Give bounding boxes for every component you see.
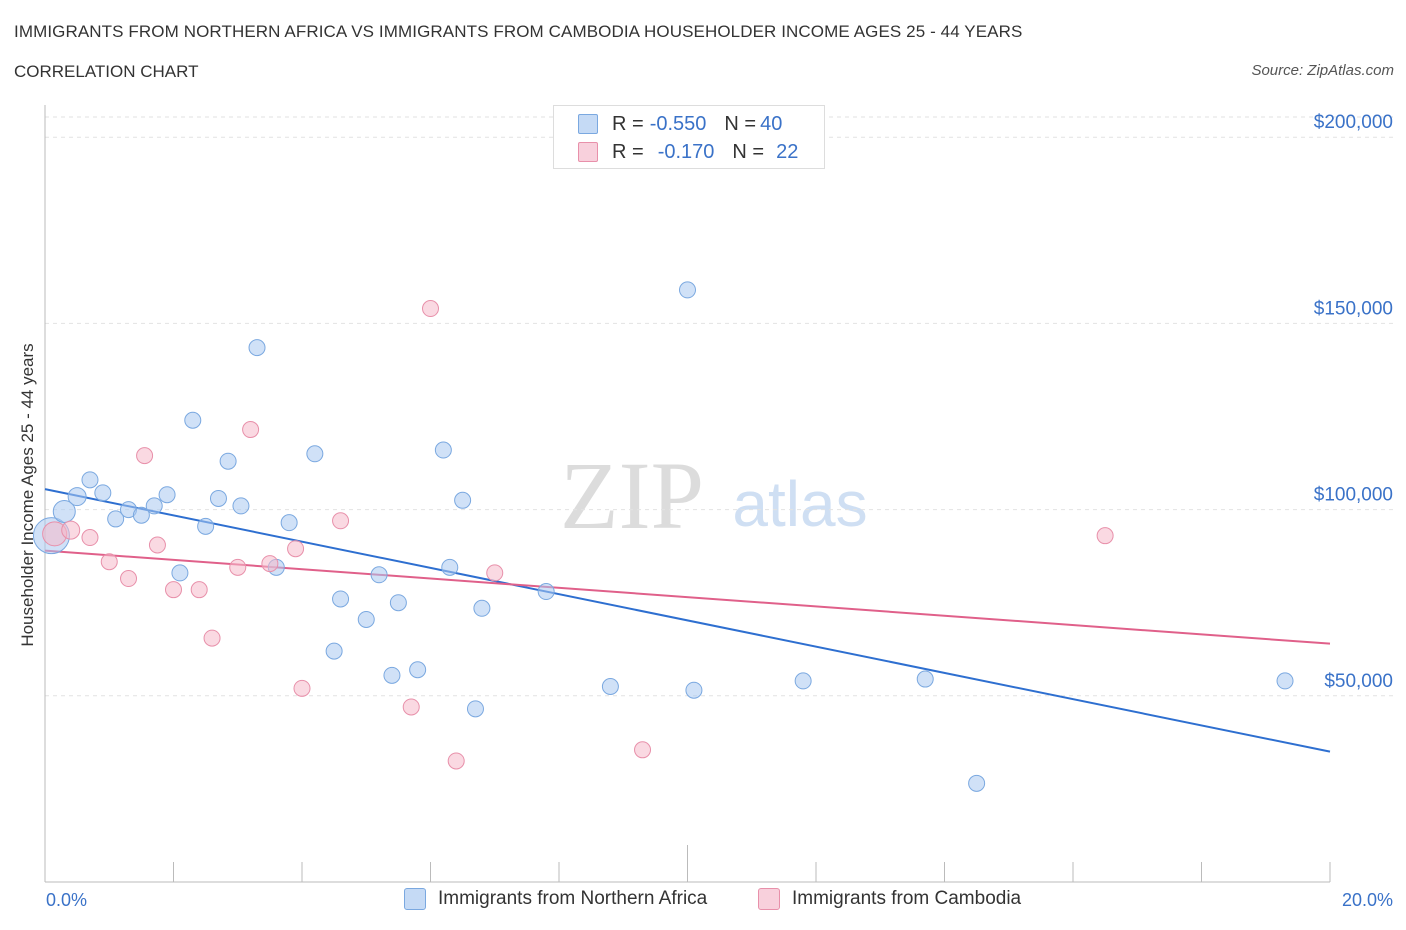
y-tick-label: $150,000 bbox=[1314, 298, 1393, 319]
point-northern-africa bbox=[325, 642, 343, 660]
point-cambodia bbox=[261, 555, 279, 573]
point-northern-africa bbox=[94, 484, 112, 502]
stats-legend: R = -0.550 N = 40 R = -0.170 N = 22 bbox=[553, 105, 825, 169]
legend-row-cambodia: R = -0.170 N = 22 bbox=[578, 139, 798, 165]
point-cambodia bbox=[422, 300, 439, 318]
y-axis-label: Householder Income Ages 25 - 44 years bbox=[18, 343, 37, 647]
point-northern-africa bbox=[466, 700, 484, 718]
point-northern-africa bbox=[107, 510, 125, 528]
point-northern-africa bbox=[434, 441, 452, 459]
point-northern-africa bbox=[454, 491, 472, 509]
trend-line-northern-africa bbox=[44, 488, 1331, 753]
point-northern-africa bbox=[197, 517, 215, 535]
point-cambodia bbox=[1096, 527, 1114, 545]
point-northern-africa bbox=[248, 339, 266, 357]
legend-swatch-pink bbox=[758, 888, 780, 910]
point-cambodia bbox=[148, 536, 166, 554]
point-northern-africa bbox=[132, 506, 150, 524]
y-tick-labels: $50,000 $100,000 $150,000 $200,000 bbox=[1314, 112, 1393, 692]
point-northern-africa bbox=[473, 599, 491, 617]
legend-n-label: N = bbox=[732, 140, 765, 163]
point-cambodia bbox=[61, 520, 81, 540]
watermark: ZIP atlas bbox=[560, 442, 868, 549]
point-cambodia bbox=[447, 752, 465, 770]
point-northern-africa bbox=[537, 583, 555, 601]
point-cambodia bbox=[287, 540, 305, 558]
point-northern-africa bbox=[52, 499, 76, 523]
point-northern-africa bbox=[209, 489, 227, 507]
data-points bbox=[32, 281, 1294, 792]
point-northern-africa bbox=[409, 661, 427, 679]
point-cambodia bbox=[100, 553, 118, 571]
point-northern-africa bbox=[968, 774, 986, 792]
x-tick-label-min: 0.0% bbox=[46, 890, 88, 910]
legend-n-value: 40 bbox=[760, 112, 783, 135]
point-northern-africa bbox=[306, 445, 324, 463]
point-cambodia bbox=[402, 698, 420, 716]
point-cambodia bbox=[190, 581, 208, 599]
point-northern-africa bbox=[171, 564, 189, 582]
point-northern-africa bbox=[332, 590, 350, 608]
chart-subtitle: CORRELATION CHART bbox=[14, 62, 199, 81]
source-label: Source: ZipAtlas.com bbox=[1251, 62, 1394, 79]
legend-swatch-pink bbox=[578, 142, 598, 162]
legend-label: Immigrants from Cambodia bbox=[792, 888, 1022, 909]
point-cambodia bbox=[229, 558, 247, 576]
legend-n-value: 22 bbox=[776, 140, 799, 163]
point-northern-africa bbox=[685, 681, 703, 699]
point-northern-africa bbox=[145, 497, 163, 515]
point-northern-africa bbox=[81, 471, 99, 489]
point-cambodia bbox=[242, 421, 260, 439]
point-northern-africa bbox=[184, 411, 202, 429]
point-northern-africa bbox=[158, 486, 176, 504]
point-northern-africa bbox=[679, 281, 696, 299]
point-cambodia bbox=[293, 679, 311, 697]
legend-r-label: R = bbox=[612, 112, 644, 135]
y-tick-label: $100,000 bbox=[1314, 485, 1393, 506]
point-cambodia bbox=[634, 741, 652, 759]
point-northern-africa bbox=[219, 452, 237, 470]
point-cambodia bbox=[81, 529, 99, 547]
y-tick-label: $50,000 bbox=[1324, 671, 1393, 692]
legend-n-label: N = bbox=[724, 112, 757, 135]
point-northern-africa bbox=[383, 666, 401, 684]
legend-row-northern-africa: R = -0.550 N = 40 bbox=[578, 111, 782, 137]
y-tick-label: $200,000 bbox=[1314, 112, 1393, 133]
legend-r-label: R = bbox=[612, 140, 644, 163]
point-cambodia bbox=[203, 629, 221, 647]
watermark-zip: ZIP bbox=[560, 442, 704, 549]
point-northern-africa bbox=[370, 566, 388, 584]
legend-item-cambodia: Immigrants from Cambodia bbox=[758, 888, 1021, 910]
point-northern-africa bbox=[601, 678, 619, 695]
legend-swatch-blue bbox=[404, 888, 426, 910]
point-northern-africa bbox=[357, 610, 375, 628]
point-northern-africa bbox=[232, 497, 250, 515]
legend-swatch-blue bbox=[578, 114, 598, 134]
legend-r-value: -0.550 bbox=[649, 112, 707, 135]
axes bbox=[44, 105, 1331, 883]
legend-r-value: -0.170 bbox=[657, 140, 715, 163]
point-northern-africa bbox=[389, 594, 407, 612]
x-tick-label-max: 20.0% bbox=[1341, 890, 1393, 910]
point-northern-africa bbox=[280, 514, 298, 532]
point-northern-africa bbox=[794, 672, 812, 690]
point-cambodia bbox=[136, 447, 154, 465]
point-cambodia bbox=[165, 581, 182, 599]
trend-line-cambodia bbox=[44, 549, 1331, 645]
legend-label: Immigrants from Northern Africa bbox=[438, 888, 708, 909]
point-cambodia bbox=[120, 570, 138, 588]
point-cambodia bbox=[332, 512, 350, 530]
trend-lines bbox=[44, 488, 1331, 753]
watermark-atlas: atlas bbox=[732, 468, 867, 540]
chart-title: IMMIGRANTS FROM NORTHERN AFRICA VS IMMIG… bbox=[14, 22, 1023, 41]
point-northern-africa bbox=[1276, 672, 1294, 690]
point-northern-africa bbox=[67, 487, 87, 507]
point-northern-africa bbox=[916, 670, 934, 688]
legend-item-northern-africa: Immigrants from Northern Africa bbox=[404, 888, 707, 910]
point-northern-africa bbox=[441, 558, 459, 576]
point-cambodia bbox=[486, 564, 504, 582]
grid-lines bbox=[45, 116, 1395, 697]
